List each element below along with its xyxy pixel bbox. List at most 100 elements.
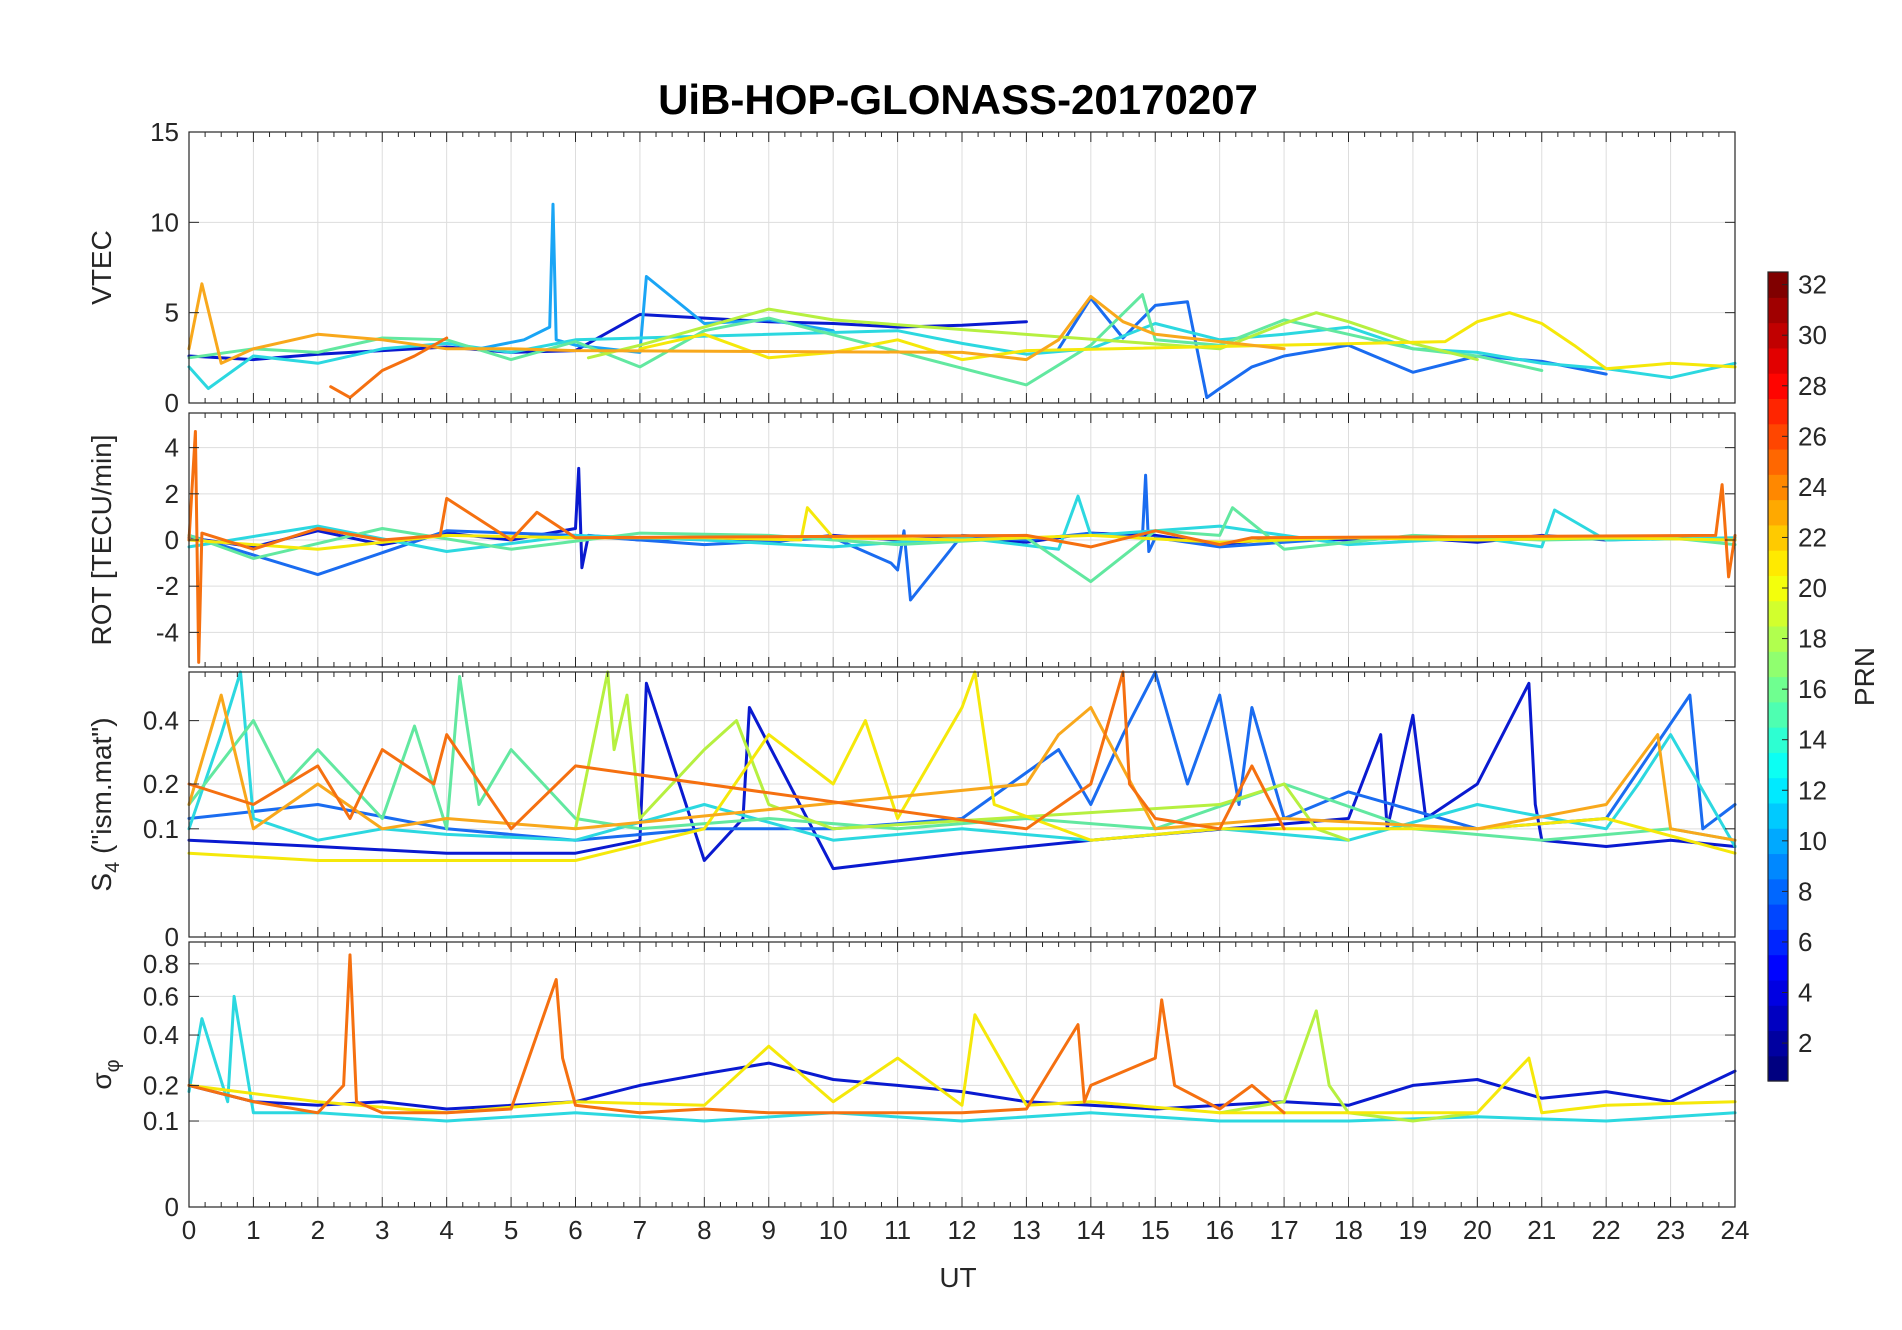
colorbar-tick-label: 28 (1798, 371, 1827, 401)
panel-rot-series-2 (187, 494, 1737, 553)
y-tick-label: 4 (165, 433, 179, 463)
panel-s4-series-4 (574, 670, 1350, 842)
x-tick-label: 19 (1398, 1215, 1427, 1245)
x-tick-label: 12 (948, 1215, 977, 1245)
colorbar-tick-label: 14 (1798, 725, 1827, 755)
x-axis-label: UT (939, 1262, 976, 1293)
panel-sigma-series-0 (187, 1061, 1737, 1111)
y-tick-label: -2 (156, 571, 179, 601)
colorbar-segment (1768, 701, 1788, 728)
y-tick-label: 0.4 (143, 1020, 179, 1050)
panel-vtec-series-3 (187, 322, 1737, 390)
colorbar-segment (1768, 524, 1788, 551)
colorbar-segment (1768, 777, 1788, 804)
colorbar-tick-label: 30 (1798, 320, 1827, 350)
ylabel-subscript: φ (102, 1059, 124, 1072)
panel-sigma-series-2 (1218, 1009, 1479, 1123)
panel-s4-series-6 (187, 693, 1737, 842)
colorbar-segment (1768, 1055, 1788, 1082)
x-tick-label: 17 (1270, 1215, 1299, 1245)
chart-title: UiB-HOP-GLONASS-20170207 (658, 76, 1258, 123)
colorbar-segment (1768, 398, 1788, 425)
panel-s4: 0 0.1 0.2 0.4 S4 ("ism.mat") (86, 670, 1737, 952)
colorbar-segment (1768, 600, 1788, 627)
x-tick-label: 21 (1527, 1215, 1556, 1245)
ylabel-subscript: 4 (102, 862, 124, 873)
x-tick-label: 7 (633, 1215, 647, 1245)
y-tick-label: 0.8 (143, 949, 179, 979)
colorbar-segment (1768, 954, 1788, 981)
colorbar-tick-label: 22 (1798, 522, 1827, 552)
panel-vtec-series-5 (586, 307, 1479, 362)
colorbar-segment (1768, 752, 1788, 779)
colorbar-segment (1768, 499, 1788, 526)
colorbar-tick-label: 12 (1798, 775, 1827, 805)
colorbar-tick-label: 10 (1798, 826, 1827, 856)
x-tick-label: 18 (1334, 1215, 1363, 1245)
x-tick-label: 5 (504, 1215, 518, 1245)
y-tick-label: 0.1 (143, 1106, 179, 1136)
colorbar-tick-label: 2 (1798, 1028, 1812, 1058)
x-tick-label: 6 (568, 1215, 582, 1245)
colorbar-segment (1768, 448, 1788, 475)
colorbar-segment (1768, 272, 1788, 298)
ylabel-main: σ (86, 1072, 117, 1089)
panel-sigma-series-4 (187, 953, 1286, 1115)
panel-vtec-series-7 (187, 282, 1286, 365)
colorbar-segment (1768, 474, 1788, 501)
colorbar-segment (1768, 828, 1788, 855)
y-tick-label: 0 (165, 525, 179, 555)
x-tick-label: 2 (311, 1215, 325, 1245)
x-tick-label: 3 (375, 1215, 389, 1245)
colorbar-segment (1768, 878, 1788, 905)
y-tick-label: 5 (165, 298, 179, 328)
x-tick-label: 23 (1656, 1215, 1685, 1245)
y-tick-label: 15 (150, 117, 179, 147)
panel-vtec-series-8 (329, 336, 449, 400)
x-tick-label: 16 (1205, 1215, 1234, 1245)
panel-sigma-grid (188, 942, 1736, 1208)
x-tick-label: 9 (762, 1215, 776, 1245)
y-tick-label: 0.2 (143, 1070, 179, 1100)
colorbar-segment (1768, 727, 1788, 753)
panel-s4-series-3 (187, 675, 1737, 842)
x-tick-label: 20 (1463, 1215, 1492, 1245)
colorbar-tick-label: 32 (1798, 270, 1827, 300)
panel-rot-series-5 (187, 430, 1737, 664)
colorbar-segment (1768, 676, 1788, 703)
x-tick-label: 14 (1076, 1215, 1105, 1245)
y-tick-label: 0.4 (143, 706, 179, 736)
y-tick-label: 2 (165, 479, 179, 509)
panel-s4-series-2 (187, 670, 1737, 848)
panel-s4-series-5 (187, 670, 1737, 862)
panel-s4-series-7 (187, 670, 1286, 831)
colorbar-segment (1768, 929, 1788, 956)
y-tick-label: 0.1 (143, 814, 179, 844)
x-tick-label: 24 (1721, 1215, 1750, 1245)
y-tick-label: 0 (165, 1192, 179, 1222)
panel-rot-ylabel: ROT [TECU/min] (86, 434, 117, 645)
y-tick-label: -4 (156, 617, 179, 647)
colorbar-segment (1768, 625, 1788, 652)
colorbar-segment (1768, 347, 1788, 374)
colorbar-segment (1768, 1005, 1788, 1032)
y-tick-label: 10 (150, 207, 179, 237)
colorbar-tick-label: 26 (1798, 421, 1827, 451)
colorbar-tick-label: 4 (1798, 978, 1812, 1008)
colorbar-tick-label: 16 (1798, 674, 1827, 704)
panel-vtec-series-6 (638, 311, 1737, 371)
x-tick-label: 10 (819, 1215, 848, 1245)
colorbar-tick-label: 6 (1798, 927, 1812, 957)
colorbar-segment (1768, 979, 1788, 1006)
colorbar-segment (1768, 802, 1788, 829)
colorbar-segment (1768, 373, 1788, 400)
colorbar-segment (1768, 297, 1788, 324)
x-tick-label: 1 (246, 1215, 260, 1245)
x-tick-label: 4 (439, 1215, 453, 1245)
colorbar-segment (1768, 550, 1788, 576)
ylabel-main: S (86, 873, 117, 892)
panel-vtec: 0 5 10 15 VTEC (86, 117, 1737, 418)
x-tick-label: 8 (697, 1215, 711, 1245)
